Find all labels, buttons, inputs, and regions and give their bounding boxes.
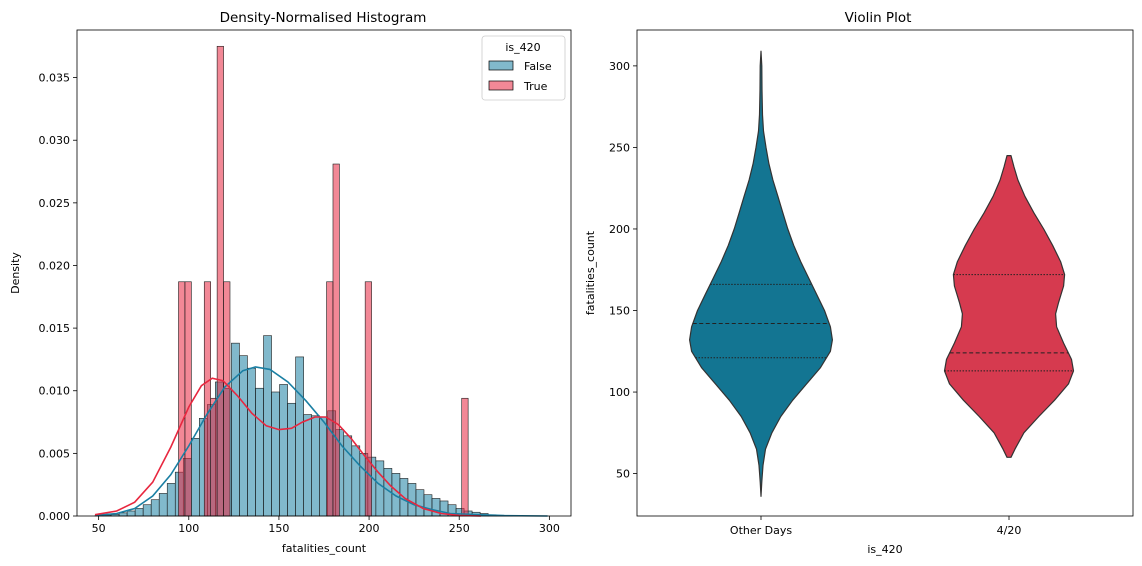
histogram-bars [94,45,513,517]
histogram-bar-false [231,342,240,517]
histogram-bar-false [134,508,144,517]
histogram-bar-false [423,494,433,517]
histogram-title: Density-Normalised Histogram [220,10,427,26]
histogram-bar-false [239,355,248,517]
histogram-bar-false [126,510,136,517]
x-tick-label: 150 [268,522,289,535]
histogram-bar-false [247,367,256,517]
histogram-bar-false [415,489,425,517]
legend-title: is_420 [505,41,540,54]
histogram-bar-false [375,460,385,517]
histogram-bar-false [142,504,152,517]
y-tick-label: 150 [609,305,630,318]
x-tick-label: 250 [449,522,470,535]
histogram-bar-false [311,415,320,517]
histogram-bar-false [351,445,361,517]
x-tick-label: 100 [178,522,199,535]
violin-x-label: is_420 [867,543,902,556]
histogram-bar-false [255,387,264,517]
histogram-bar-true [364,281,372,517]
violin-4-20 [943,155,1075,458]
kde-line-false [94,366,548,517]
histogram-bar-false [295,356,304,517]
histogram-panel: Density-Normalised Histogram 50 100 150 200… [9,10,572,555]
legend-swatch-true [488,80,514,91]
y-tick-label: 0.010 [39,385,71,398]
histogram-bar-true [203,281,211,517]
x-tick-label: Other Days [730,524,792,537]
histogram-kde-lines [94,366,548,517]
histogram-x-ticks: 50 100 150 200 250 300 [92,516,560,535]
legend-entry-true: True [523,80,548,93]
histogram-bar-false [166,483,176,517]
histogram-bar-true [332,163,340,517]
y-tick-label: 250 [609,141,630,154]
histogram-bar-true [326,281,334,517]
histogram-y-ticks: 0.000 0.005 0.010 0.015 0.020 0.025 0.030 0.035 [39,72,77,523]
histogram-bar-false [271,391,280,517]
violin-plot-frame [636,29,1134,517]
y-tick-label: 200 [609,223,630,236]
y-tick-label: 50 [616,468,630,481]
violin-title: Violin Plot [845,10,912,26]
y-tick-label: 0.025 [39,197,71,210]
violin-shapes [689,50,1075,497]
y-tick-label: 0.000 [39,510,71,523]
histogram-x-label: fatalities_count [282,542,367,555]
histogram-bar-false [303,414,312,517]
histogram-bar-false [191,438,200,517]
y-tick-label: 0.015 [39,322,71,335]
histogram-y-label: Density [9,252,22,294]
histogram-bar-true [210,397,218,517]
x-tick-label: 300 [539,522,560,535]
violin-y-ticks: 50 100 150 200 250 300 [609,60,637,481]
histogram-bar-false [287,402,296,517]
x-tick-label: 4/20 [997,524,1022,537]
y-tick-label: 0.030 [39,134,71,147]
x-tick-label: 50 [92,522,106,535]
histogram-bar-true [178,281,186,517]
violin-other-days [689,50,833,497]
y-tick-label: 0.035 [39,72,71,85]
legend-swatch-false [488,60,514,71]
histogram-bar-false [150,499,160,517]
histogram-bar-false [407,483,417,517]
histogram-bar-true [461,397,469,517]
y-tick-label: 300 [609,60,630,73]
legend-entry-false: False [524,60,552,73]
histogram-bar-false [118,512,128,517]
kde-line-true [94,377,481,517]
histogram-bar-true [223,281,231,517]
histogram-bar-false [279,384,288,517]
histogram-bar-true [216,45,224,517]
histogram-plot-frame [76,29,572,517]
y-tick-label: 100 [609,386,630,399]
histogram-bar-true [184,281,192,517]
y-tick-label: 0.005 [39,447,71,460]
violin-panel: Violin Plot Other Days 4/20 50 100 150 200 25… [584,10,1134,556]
violin-y-label: fatalities_count [584,230,597,315]
y-tick-label: 0.020 [39,259,71,272]
histogram-legend: is_420 False True [481,35,566,101]
violin-x-ticks: Other Days 4/20 [730,516,1021,537]
histogram-bar-false [343,435,353,517]
x-tick-label: 200 [359,522,380,535]
histogram-bar-false [158,493,168,517]
